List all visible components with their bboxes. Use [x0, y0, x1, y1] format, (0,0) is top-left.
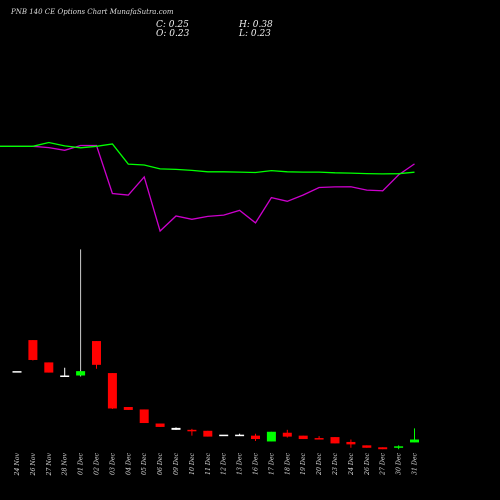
candle-body [76, 371, 86, 376]
open-value: O: 0.23 [156, 29, 190, 39]
candle-body [282, 432, 292, 437]
candle-body [12, 371, 22, 373]
candle-body [219, 434, 229, 437]
candle-body [28, 340, 38, 360]
x-tick-label: 09 Dec [173, 452, 180, 474]
x-tick-label: 10 Dec [189, 452, 196, 474]
candle-body [410, 439, 419, 443]
x-tick-label: 28 Nov [62, 453, 69, 477]
candle-body [298, 435, 308, 440]
x-tick-label: 02 Dec [94, 452, 101, 474]
x-tick-label: 04 Dec [125, 452, 132, 474]
ma-short-line [0, 141, 415, 175]
x-tick-label: 17 Dec [268, 452, 275, 474]
x-tick-label: 20 Dec [316, 452, 323, 475]
candle-body [203, 430, 213, 437]
candle-body [362, 445, 372, 448]
low-value: L: 0.23 [239, 29, 271, 39]
candle-body [266, 431, 276, 442]
ma-long-line [0, 144, 415, 233]
candle-body [394, 446, 404, 448]
candle-body [92, 341, 101, 365]
candle-body [107, 373, 117, 409]
x-tick-label: 30 Dec [396, 452, 403, 474]
x-tick-label: 18 Dec [284, 452, 291, 474]
candle-body [44, 362, 54, 373]
x-tick-label: 24 Dec [348, 452, 355, 475]
chart-title: PNB 140 CE Options Chart MunafaSutra.com [11, 8, 174, 16]
x-tick-label: 11 Dec [205, 452, 212, 474]
x-tick-label: 19 Dec [300, 452, 307, 474]
candle-body [171, 427, 181, 430]
x-tick-label: 24 Nov [14, 453, 21, 477]
x-tick-label: 01 Dec [78, 452, 85, 474]
x-tick-label: 26 Nov [30, 453, 37, 477]
x-tick-label: 06 Dec [157, 452, 164, 474]
x-tick-label: 05 Dec [141, 452, 148, 474]
x-tick-label: 27 Dec [380, 452, 387, 475]
close-value: C: 0.25 [156, 20, 189, 30]
candle-body [123, 407, 133, 410]
x-tick-label: 13 Dec [237, 452, 244, 474]
candle-body [251, 435, 260, 440]
candle-body [155, 423, 165, 427]
x-tick-label: 23 Dec [332, 452, 339, 475]
x-tick-label: 31 Dec [412, 452, 419, 474]
candle-body [60, 375, 70, 377]
high-value: H: 0.38 [239, 20, 273, 30]
candle-body [314, 438, 324, 440]
x-tick-label: 27 Nov [46, 453, 53, 477]
candle-body [235, 434, 245, 437]
candle-body [346, 441, 356, 445]
x-tick-label: 16 Dec [253, 452, 260, 474]
x-tick-label: 12 Dec [221, 452, 228, 474]
x-tick-label: 26 Dec [364, 452, 371, 475]
candle-body [330, 437, 340, 444]
candle-body [378, 447, 388, 450]
candle-body [139, 409, 149, 424]
candle-body [187, 429, 197, 432]
x-tick-label: 03 Dec [109, 452, 116, 474]
